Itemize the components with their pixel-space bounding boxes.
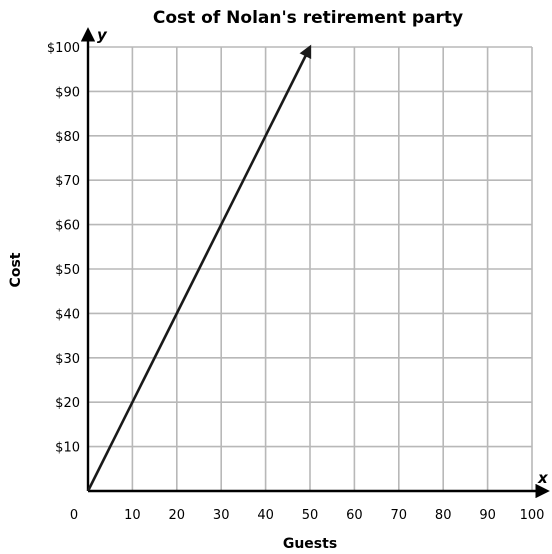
y-tick-label: $40 — [55, 307, 80, 322]
x-tick-label: 50 — [302, 508, 319, 523]
x-tick-label: 80 — [435, 508, 452, 523]
series-line — [86, 44, 312, 492]
y-tick-label: $30 — [55, 352, 80, 367]
x-tick-label: 60 — [346, 508, 363, 523]
y-tick-label: $90 — [55, 85, 80, 100]
x-tick-label: 10 — [124, 508, 141, 523]
x-tick-label: 30 — [213, 508, 230, 523]
y-tick-label: $80 — [55, 130, 80, 145]
grid — [88, 46, 533, 491]
y-axis-label: Cost — [8, 252, 24, 287]
y-tick-label: $100 — [47, 41, 80, 56]
y-tick-label: $20 — [55, 396, 80, 411]
x-tick-label: 90 — [479, 508, 496, 523]
x-axis-letter: x — [537, 469, 549, 487]
x-axis-label: Guests — [283, 536, 337, 552]
y-tick-label: $10 — [55, 441, 80, 456]
axes — [80, 27, 550, 499]
y-tick-label: $50 — [55, 263, 80, 278]
x-tick-label: 70 — [391, 508, 408, 523]
x-tick-label: 20 — [169, 508, 186, 523]
x-tick-label: 100 — [520, 508, 545, 523]
y-tick-labels: $10 $20 $30 $40 $50 $60 $70 $80 $90 $100 — [47, 41, 80, 456]
y-tick-label: $70 — [55, 174, 80, 189]
x-tick-label: 40 — [257, 508, 274, 523]
x-tick-labels: 0 10 20 30 40 50 60 70 80 90 100 — [70, 508, 545, 523]
y-tick-label: $60 — [55, 219, 80, 234]
series — [86, 44, 312, 492]
x-tick-label: 0 — [70, 508, 78, 523]
y-axis-letter: y — [97, 26, 108, 44]
chart-title: Cost of Nolan's retirement party — [153, 8, 463, 28]
